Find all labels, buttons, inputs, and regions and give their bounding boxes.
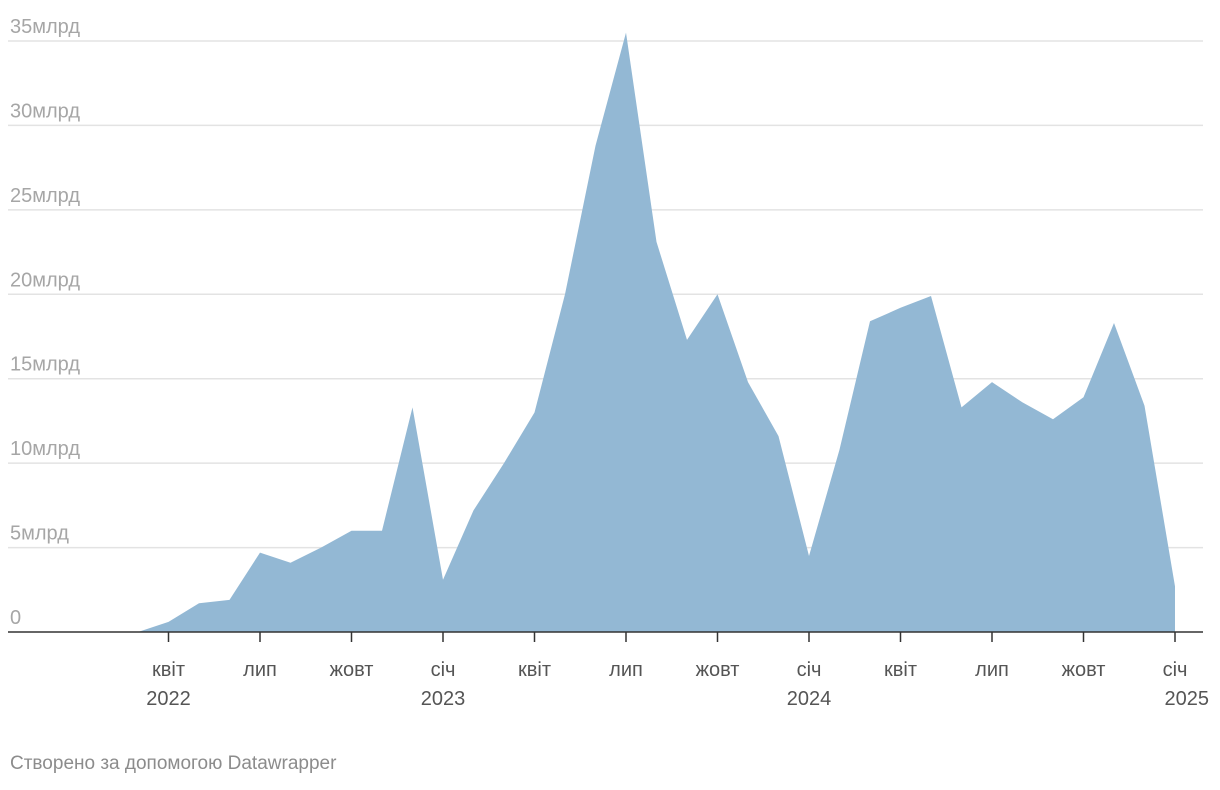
x-tick-label: лип (609, 659, 643, 681)
x-tick-label: жовт (1062, 659, 1106, 681)
y-tick-label: 0 (10, 607, 21, 629)
area-series (77, 32, 1175, 633)
x-tick-label: квіт (884, 659, 917, 681)
y-tick-label: 20млрд (10, 269, 80, 291)
x-tick-label: квіт (152, 659, 185, 681)
y-tick-label: 5млрд (10, 523, 69, 545)
x-tick-label: лип (243, 659, 277, 681)
x-tick-label: жовт (330, 659, 374, 681)
x-tick-label: лип (975, 659, 1009, 681)
x-axis-labels: квіт 2022 лип жовт січ 2023 квіт лип жовт січ 2024… (146, 659, 1209, 710)
y-tick-label: 10млрд (10, 438, 80, 460)
area-series-fill (77, 32, 1175, 633)
x-tick-year-label: 2022 (146, 688, 191, 710)
y-tick-label: 15млрд (10, 354, 80, 376)
x-tick-label: квіт (518, 659, 551, 681)
x-axis (8, 631, 1203, 642)
x-tick-label: січ (1163, 659, 1188, 681)
x-tick-label: жовт (696, 659, 740, 681)
y-tick-label: 35млрд (10, 16, 80, 38)
x-tick-label: січ (797, 659, 822, 681)
y-tick-label: 30млрд (10, 100, 80, 122)
x-tick-year-label: 2023 (421, 688, 466, 710)
credit-text: Створено за допомогою Datawrapper (10, 753, 337, 774)
x-tick-label: січ (431, 659, 456, 681)
y-tick-label: 25млрд (10, 185, 80, 207)
x-tick-year-label: 2024 (787, 688, 832, 710)
y-axis-labels: 0 5млрд 10млрд 15млрд 20млрд 25млрд 30млрд 35мл… (10, 16, 80, 629)
x-tick-year-label: 2025 (1165, 688, 1210, 710)
